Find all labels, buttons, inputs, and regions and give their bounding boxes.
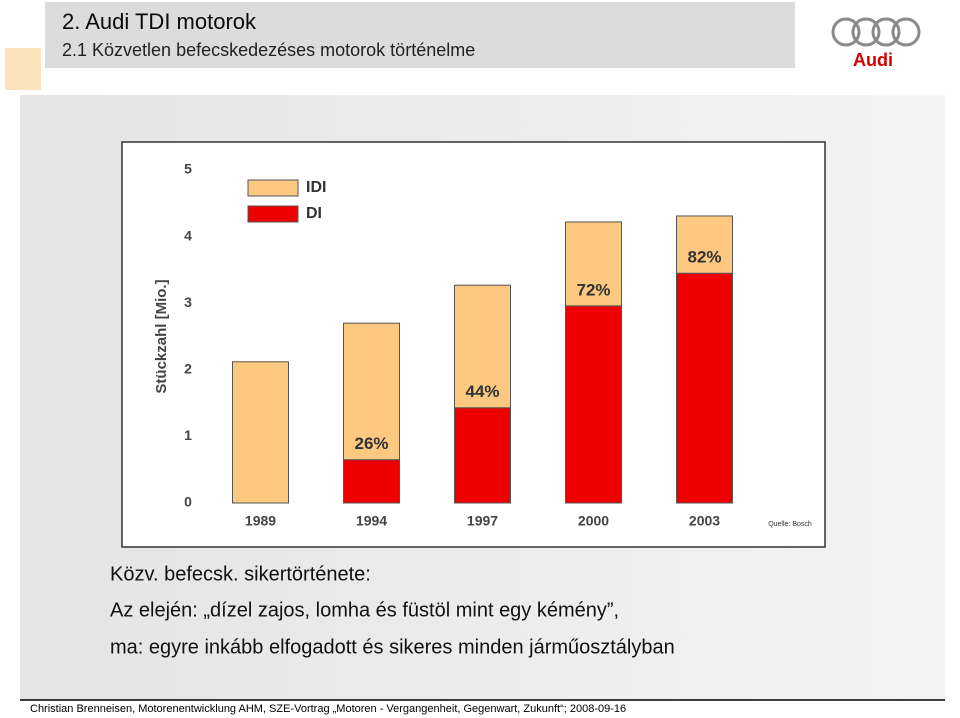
x-tick-label: 1994 xyxy=(356,513,387,529)
x-tick-label: 1997 xyxy=(467,513,498,529)
corner-square xyxy=(5,48,41,90)
bar-segment xyxy=(565,221,622,307)
slide-title: 2. Audi TDI motorok xyxy=(62,9,257,34)
y-tick-label: 3 xyxy=(184,294,192,310)
legend-label: DI xyxy=(306,205,322,222)
y-tick-label: 4 xyxy=(184,227,192,243)
bar-segment xyxy=(343,459,400,504)
audi-logo xyxy=(831,17,921,47)
body-heading: Közv. befecsk. sikertörténete: xyxy=(110,563,371,585)
bar-segment xyxy=(232,361,289,504)
chart: 0 1 2 3 4 5 Stückzahl [Mio.] Quelle: Bosch 1989 1… xyxy=(153,161,812,529)
y-tick-label: 0 xyxy=(184,494,192,510)
x-tick-label: 2000 xyxy=(578,513,609,529)
header-bar xyxy=(45,2,795,68)
bar-segment xyxy=(454,284,511,409)
legend-swatch xyxy=(247,205,299,223)
legend-swatch xyxy=(247,179,299,197)
share-label: 82% xyxy=(687,248,721,267)
bar-segment xyxy=(343,322,400,461)
y-tick-label: 5 xyxy=(184,161,192,177)
slide-subtitle: 2.1 Közvetlen befecskedezéses motorok tö… xyxy=(62,40,475,60)
share-label: 72% xyxy=(576,280,610,299)
bar-segment xyxy=(676,272,733,504)
footer: Christian Brenneisen, Motorenentwicklung… xyxy=(30,703,626,715)
body-line: Az elején: „dízel zajos, lomha és füstöl… xyxy=(110,599,619,621)
bar-segment xyxy=(565,305,622,504)
share-label: 26% xyxy=(354,434,388,453)
body-line: ma: egyre inkább elfogadott és sikeres m… xyxy=(110,636,675,658)
x-tick-label: 1989 xyxy=(245,513,276,529)
source: Quelle: Bosch xyxy=(768,521,812,528)
bar-segment xyxy=(676,215,733,274)
share-label: 44% xyxy=(465,382,499,401)
y-axis-label: Stückzahl [Mio.] xyxy=(153,279,170,393)
bar-segment xyxy=(454,407,511,504)
x-tick-label: 2003 xyxy=(689,513,720,529)
y-tick-label: 2 xyxy=(184,361,192,377)
y-tick-label: 1 xyxy=(184,427,192,443)
legend-label: IDI xyxy=(306,179,326,196)
logo-text: Audi xyxy=(853,50,893,70)
